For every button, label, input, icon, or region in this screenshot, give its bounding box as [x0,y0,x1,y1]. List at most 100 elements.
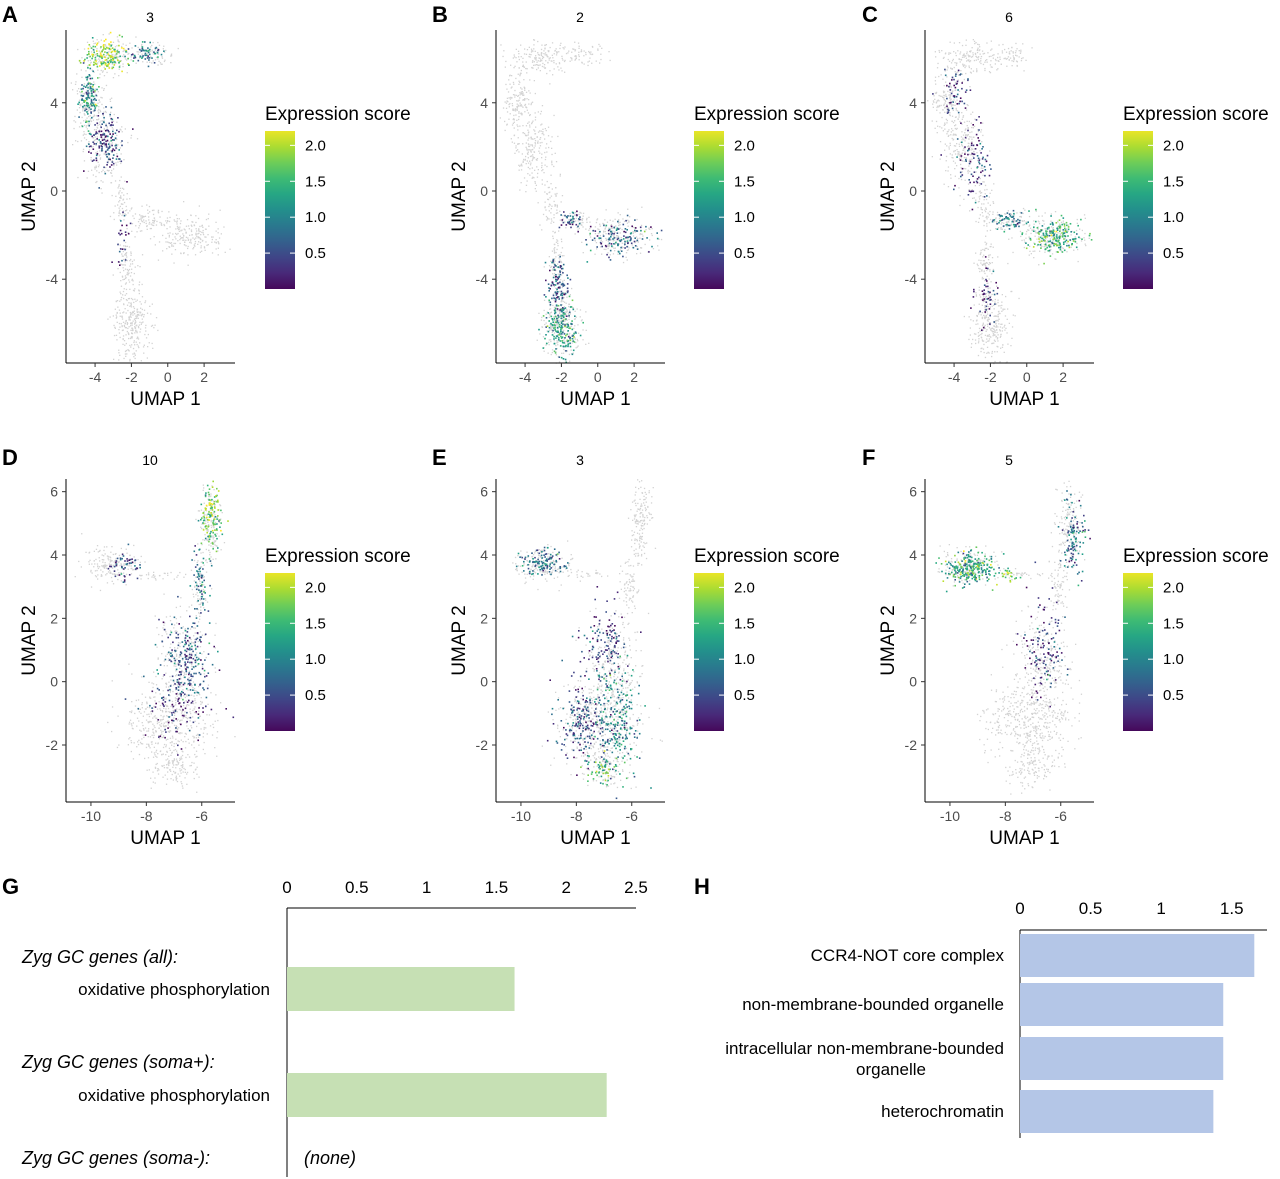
bg-point [989,204,991,206]
bg-point [544,47,546,49]
expr-point [559,255,561,258]
bg-point [107,154,109,156]
bg-point [626,249,629,251]
bg-point [977,206,979,209]
bg-point [1033,228,1035,230]
bg-point [549,70,551,72]
expr-point [109,48,112,51]
bg-point [968,316,970,318]
bg-point [995,325,998,328]
expr-point [98,145,100,147]
bg-point [211,238,213,241]
bg-point [123,194,125,196]
bg-point [564,346,566,348]
bg-point [948,148,950,150]
bg-point [205,218,208,221]
bg-point [524,98,526,100]
bg-point [554,260,556,262]
bg-point [961,139,963,141]
expr-point [560,335,562,338]
bg-point [608,227,610,229]
bg-point [80,140,83,142]
bg-point [547,126,550,128]
bg-point [1067,230,1069,232]
expr-point [561,294,564,297]
bg-point [585,329,587,331]
bg-point [99,109,101,112]
bg-point [99,142,101,144]
expr-point [87,130,90,132]
expr-point [88,74,91,77]
bg-point [967,145,970,147]
bg-point [112,120,115,123]
expr-point [1069,239,1071,241]
bg-point [125,327,127,329]
expr-point [562,331,564,334]
bg-point [190,240,192,242]
bg-point [560,67,562,69]
bg-point [1032,250,1034,252]
expr-point [622,238,625,240]
bg-point [986,352,988,354]
bg-point [127,141,129,144]
expr-point [562,315,564,317]
expr-point [133,54,136,57]
bg-point [974,52,977,55]
bg-point [1029,245,1031,247]
bg-point [132,347,135,350]
bg-point [124,128,126,130]
bg-point [121,45,123,48]
bg-point [950,174,952,176]
bg-point [165,237,167,239]
bg-point [100,120,102,122]
expr-point [624,243,626,246]
bg-point [1064,237,1066,239]
expr-point [105,144,108,146]
bg-point [946,76,948,78]
bg-point [575,211,577,214]
bg-point [123,311,125,313]
bg-point [199,241,202,244]
bg-point [578,227,580,230]
bg-point [546,143,548,145]
expr-point [107,53,110,55]
bg-point [944,95,946,97]
expr-point [569,278,572,281]
bg-point [146,225,148,227]
bg-point [558,230,560,232]
bg-point [1001,346,1004,348]
bg-point [179,239,181,241]
expr-point [94,56,97,59]
bg-point [84,93,86,95]
bg-point [954,71,956,73]
bg-point [532,138,534,140]
expr-point [563,308,565,310]
bg-point [985,235,987,237]
expr-point [90,90,93,92]
bg-point [130,251,132,253]
bg-point [119,147,121,149]
bg-point [984,211,987,213]
bg-point [523,53,526,55]
bg-point [1044,228,1046,230]
bg-point [178,228,181,230]
bg-point [110,143,112,145]
bg-point [80,122,82,124]
bg-point [579,211,581,214]
bg-point [621,247,623,249]
bg-point [965,109,968,111]
expr-point [81,90,83,93]
bg-point [114,327,116,329]
bg-point [994,63,996,65]
bg-point [118,52,120,55]
expr-point [552,282,554,285]
expr-point [90,98,93,101]
bg-point [977,342,980,344]
bg-point [943,94,945,97]
bg-point [564,315,566,317]
bg-point [520,92,522,95]
expr-point [555,337,557,339]
bg-point [528,121,530,123]
bg-point [961,152,963,154]
expr-point [554,300,557,303]
